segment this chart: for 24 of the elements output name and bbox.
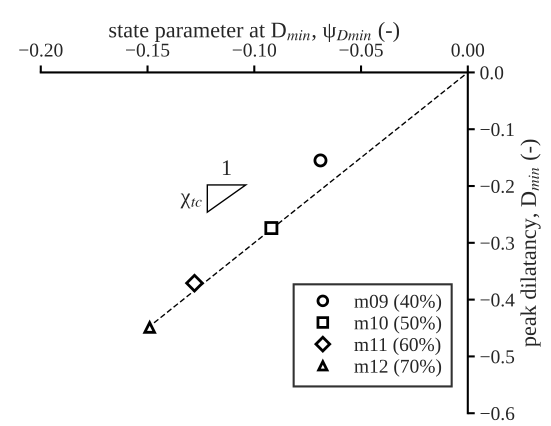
x-tick-label: −0.15 (126, 44, 170, 57)
annotation: χ$_{tc}$ (180, 193, 202, 208)
x-tick-label: −0.10 (232, 44, 276, 57)
point (314, 154, 328, 168)
y-tick-label: −0.3 (480, 236, 514, 250)
x-tick-label: −0.05 (340, 44, 383, 57)
x-tick-label: 0.00 (452, 44, 484, 57)
y-tick-label: 0.0 (480, 66, 504, 80)
y-axis-title: peak dilatancy, D$_{min}$ (-) (520, 140, 541, 347)
legend-label: m10 (50%) (354, 316, 442, 334)
x-axis-title: state parameter at D$_{min}$, ψ$_{Dmin}$ (-) (109, 22, 400, 42)
legend-label: m11 (60%) (354, 337, 440, 356)
point (264, 221, 278, 235)
y-tick-label: −0.6 (480, 407, 514, 420)
y-tick-label: −0.2 (480, 180, 514, 194)
x-tick-label: −0.20 (19, 44, 63, 57)
point (143, 321, 156, 334)
legend-label: m09 (40%) (354, 294, 442, 312)
point (185, 274, 204, 292)
annotation: 1 (222, 160, 231, 176)
legend-label: m12 (70%) (354, 359, 442, 377)
y-tick-label: −0.4 (480, 293, 515, 307)
y-tick-label: −0.5 (480, 350, 514, 364)
y-tick-label: −0.1 (480, 123, 514, 136)
